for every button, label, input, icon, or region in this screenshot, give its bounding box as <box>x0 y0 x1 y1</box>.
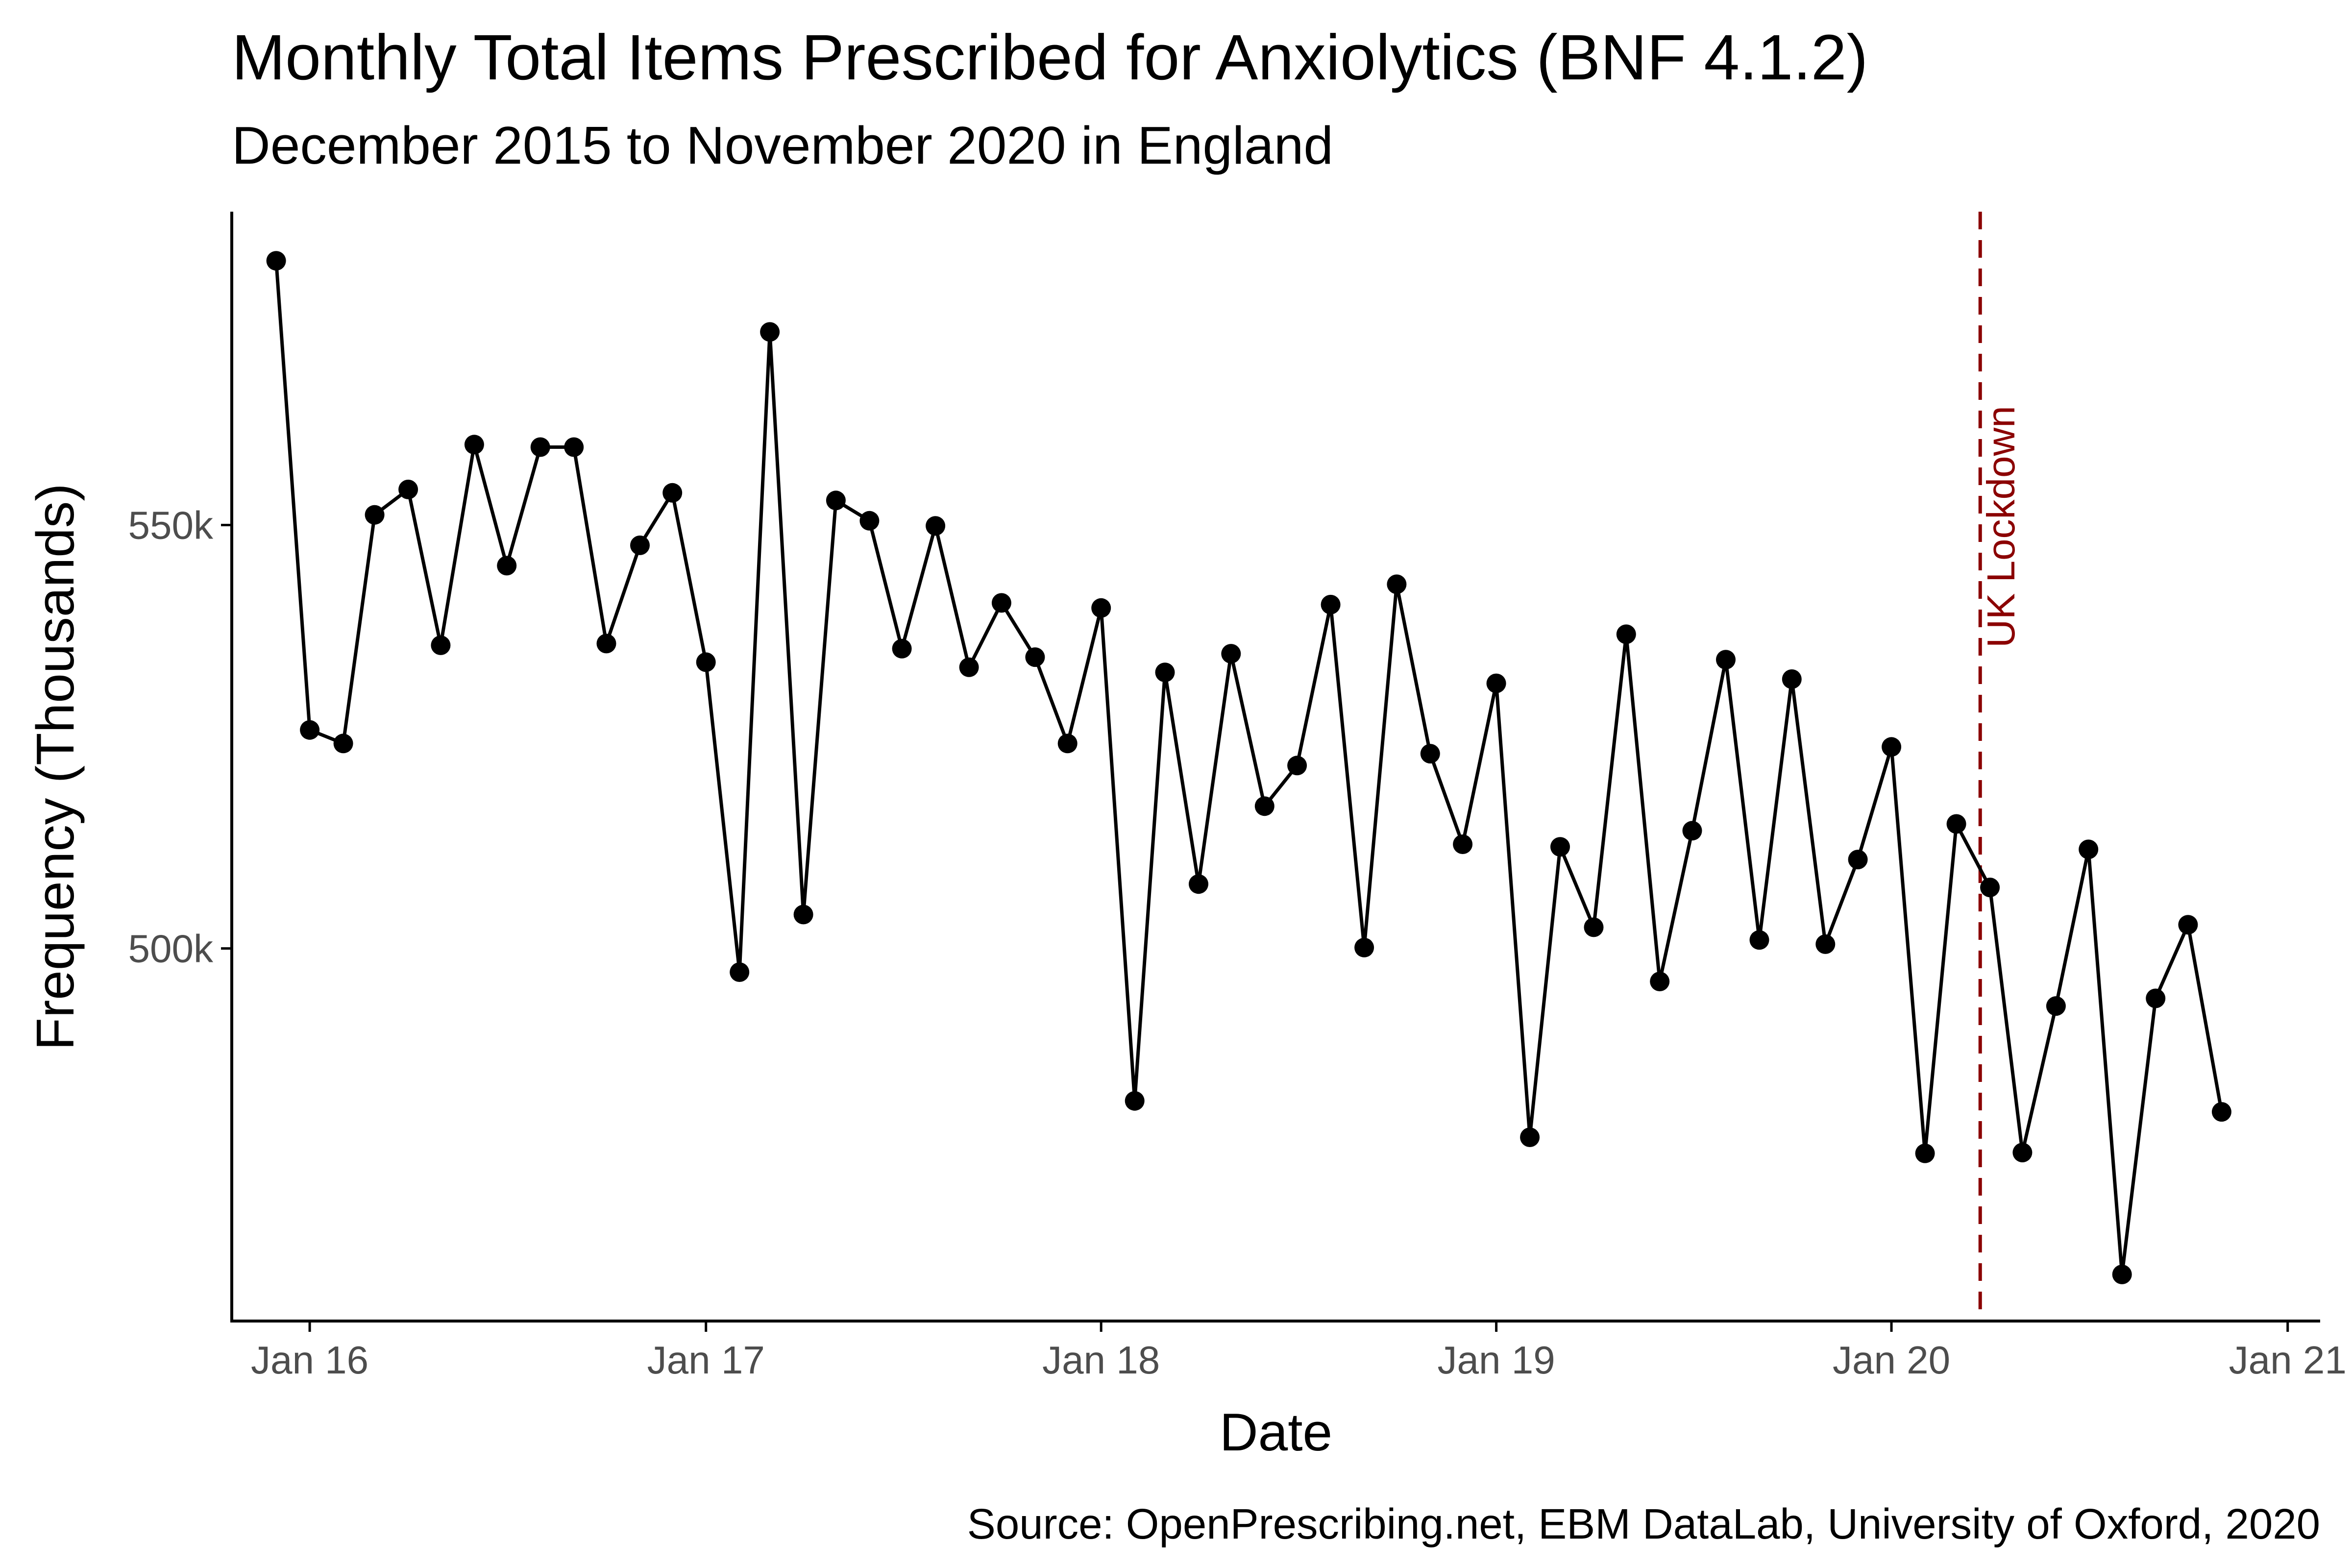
x-tick-label: Jan 21 <box>2229 1338 2347 1382</box>
data-point-2019-10 <box>1782 669 1802 689</box>
data-point-2020-11 <box>2211 1102 2231 1122</box>
data-point-2019-05 <box>1616 624 1636 644</box>
data-point-2019-03 <box>1550 837 1570 857</box>
data-point-2019-12 <box>1848 850 1868 870</box>
source-caption: Source: OpenPrescribing.net, EBM DataLab… <box>967 1500 2320 1548</box>
data-point-2016-02 <box>333 734 353 754</box>
data-point-2018-11 <box>1420 744 1440 764</box>
data-point-2020-10 <box>2178 915 2198 935</box>
data-point-2020-03 <box>1946 814 1966 834</box>
data-point-2019-02 <box>1520 1127 1540 1147</box>
data-point-2019-01 <box>1486 673 1506 693</box>
x-axis-ticks: Jan 16 Jan 17 Jan 18 Jan 19 Jan 20 Jan 21 <box>251 1321 2347 1382</box>
data-point-2018-12 <box>1453 834 1473 854</box>
data-point-2020-04 <box>1980 878 2000 898</box>
data-point-2016-09 <box>564 437 584 457</box>
data-point-2019-08 <box>1716 650 1736 670</box>
y-axis-title: Frequency (Thousands) <box>25 483 85 1050</box>
data-point-2017-05 <box>826 490 846 511</box>
x-tick-label: Jan 19 <box>1438 1338 1555 1382</box>
data-point-2017-03 <box>760 322 780 342</box>
chart-title: Monthly Total Items Prescribed for Anxio… <box>232 21 1868 93</box>
x-tick-label: Jan 18 <box>1042 1338 1160 1382</box>
data-point-2018-03 <box>1155 662 1175 683</box>
y-tick-label: 500k <box>128 927 214 971</box>
data-point-2016-10 <box>596 634 616 654</box>
data-point-2020-07 <box>2079 839 2099 859</box>
data-point-2018-02 <box>1125 1091 1145 1111</box>
data-point-2016-12 <box>662 483 683 503</box>
data-point-2019-11 <box>1815 934 1836 954</box>
data-point-2018-07 <box>1287 756 1307 776</box>
data-point-2016-03 <box>365 505 385 525</box>
data-point-2020-09 <box>2146 988 2166 1008</box>
data-point-2020-08 <box>2112 1264 2132 1284</box>
y-tick-label: 550k <box>128 503 214 547</box>
data-point-2016-06 <box>464 435 484 455</box>
data-point-2016-05 <box>431 635 451 655</box>
data-point-2018-08 <box>1321 594 1341 614</box>
data-point-2016-04 <box>398 479 418 499</box>
data-point-2018-06 <box>1254 796 1274 816</box>
data-point-2016-08 <box>530 437 550 457</box>
data-point-2020-06 <box>2046 996 2066 1016</box>
data-point-2017-09 <box>959 657 979 677</box>
data-point-2020-05 <box>2012 1143 2033 1163</box>
data-point-2015-12 <box>266 251 286 271</box>
data-point-2017-12 <box>1057 734 1078 754</box>
data-point-2019-07 <box>1682 821 1702 841</box>
data-point-2019-04 <box>1584 917 1604 937</box>
data-point-2020-02 <box>1915 1143 1935 1163</box>
data-point-2018-04 <box>1189 874 1208 894</box>
data-point-2018-05 <box>1221 644 1241 664</box>
series-line <box>274 260 2224 1276</box>
data-point-2017-02 <box>730 962 750 982</box>
x-tick-label: Jan 20 <box>1833 1338 1950 1382</box>
lockdown-annotation: UK Lockdown <box>1978 212 2023 1321</box>
data-point-2016-11 <box>630 535 650 555</box>
plot-area: UK Lockdown <box>266 212 2231 1321</box>
data-point-2018-09 <box>1354 937 1374 957</box>
lockdown-label: UK Lockdown <box>1979 406 2023 648</box>
x-axis-title: Date <box>1220 1402 1332 1462</box>
data-point-2016-01 <box>300 720 320 740</box>
data-point-2017-07 <box>892 638 912 659</box>
data-point-2017-08 <box>926 516 946 536</box>
data-point-2018-01 <box>1091 598 1111 618</box>
data-point-2020-01 <box>1882 737 1902 757</box>
data-point-2017-06 <box>859 511 880 531</box>
chart-subtitle: December 2015 to November 2020 in Englan… <box>232 116 1333 175</box>
series-points <box>266 251 2231 1284</box>
data-point-2019-09 <box>1749 930 1769 950</box>
data-point-2017-01 <box>696 652 716 672</box>
series-path <box>274 260 2224 1276</box>
data-point-2018-10 <box>1387 574 1407 594</box>
data-point-2016-07 <box>497 556 517 576</box>
data-point-2017-11 <box>1025 647 1045 667</box>
data-point-2017-10 <box>991 593 1011 613</box>
data-point-2017-04 <box>793 905 813 925</box>
x-tick-label: Jan 16 <box>251 1338 368 1382</box>
data-point-2019-06 <box>1650 972 1670 991</box>
y-axis-ticks: 500k 550k <box>128 503 232 971</box>
x-tick-label: Jan 17 <box>647 1338 765 1382</box>
